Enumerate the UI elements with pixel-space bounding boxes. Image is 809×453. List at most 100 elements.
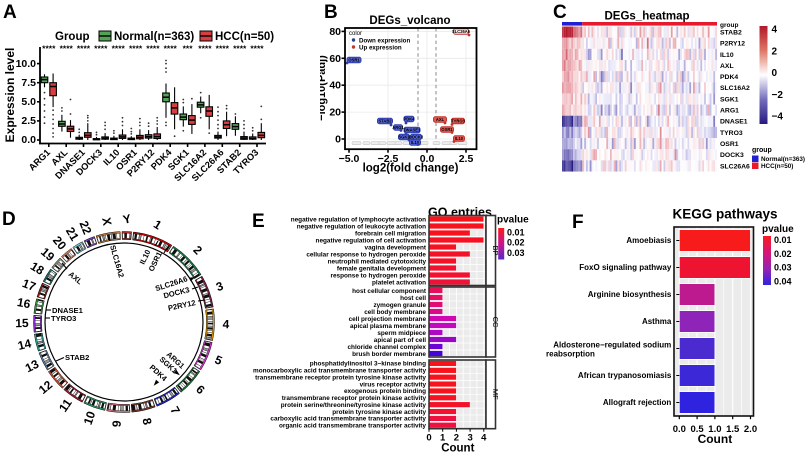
- svg-text:****: ****: [233, 44, 247, 54]
- svg-text:Count: Count: [441, 443, 474, 453]
- svg-text:ARG1: ARG1: [392, 125, 404, 130]
- svg-text:Normal(n=363): Normal(n=363): [114, 31, 194, 43]
- svg-text:0.04: 0.04: [774, 276, 792, 286]
- svg-text:IL10: IL10: [720, 52, 734, 59]
- svg-text:18: 18: [28, 259, 47, 278]
- svg-text:zymogen granule: zymogen granule: [373, 302, 426, 309]
- svg-text:apical plasma membrane: apical plasma membrane: [350, 323, 426, 330]
- svg-text:****: ****: [60, 44, 74, 54]
- svg-text:0.01: 0.01: [507, 228, 525, 238]
- svg-text:FoxO signaling pathway: FoxO signaling pathway: [579, 263, 672, 272]
- svg-text:Down expression: Down expression: [359, 38, 410, 45]
- svg-text:virus receptor activity: virus receptor activity: [360, 381, 427, 388]
- svg-text:6: 6: [193, 382, 208, 397]
- svg-text:5: 5: [213, 352, 225, 368]
- svg-text:****: ****: [250, 44, 264, 54]
- svg-text:SLC26A6: SLC26A6: [452, 29, 471, 34]
- svg-text:13: 13: [23, 357, 41, 376]
- svg-text:group: group: [752, 147, 772, 154]
- svg-text:7: 7: [167, 404, 183, 417]
- svg-text:****: ****: [94, 44, 108, 54]
- svg-text:****: ****: [42, 44, 56, 54]
- svg-text:0.02: 0.02: [507, 238, 525, 248]
- svg-text:8: 8: [139, 417, 154, 427]
- svg-text:0.5: 0.5: [690, 424, 704, 435]
- svg-text:TYRO3: TYRO3: [451, 119, 465, 124]
- svg-text:color: color: [349, 31, 362, 37]
- svg-text:1.5: 1.5: [726, 424, 740, 435]
- svg-text:organic acid transmembrane tra: organic acid transmembrane transporter a…: [279, 423, 426, 430]
- svg-text:40: 40: [329, 80, 341, 92]
- svg-text:carboxylic acid transmembrane: carboxylic acid transmembrane transporte…: [270, 416, 426, 423]
- svg-text:−4: −4: [772, 112, 784, 123]
- svg-text:7.5: 7.5: [21, 77, 36, 89]
- svg-text:1: 1: [151, 217, 164, 233]
- svg-text:−5.0: −5.0: [339, 153, 360, 165]
- svg-text:10.0: 10.0: [16, 58, 37, 70]
- svg-text:brush border membrane: brush border membrane: [352, 351, 426, 358]
- svg-text:pvalue: pvalue: [497, 215, 529, 226]
- svg-text:host cell: host cell: [400, 295, 426, 302]
- svg-text:monocarboxylic acid transmembr: monocarboxylic acid transmembrane transp…: [253, 368, 426, 375]
- svg-text:0: 0: [426, 433, 431, 444]
- svg-text:0.03: 0.03: [774, 263, 792, 273]
- svg-text:AXL: AXL: [436, 117, 445, 122]
- svg-text:2.5: 2.5: [459, 153, 474, 165]
- svg-text:0.0: 0.0: [673, 424, 686, 435]
- svg-text:group: group: [720, 22, 738, 29]
- svg-text:−log10(Padj): −log10(Padj): [320, 55, 328, 121]
- svg-text:TYRO3: TYRO3: [51, 314, 76, 323]
- svg-text:negative regulation of cell ac: negative regulation of cell activation: [316, 237, 427, 244]
- svg-text:1.0: 1.0: [708, 424, 721, 435]
- svg-text:−2: −2: [772, 90, 784, 101]
- svg-text:Asthma: Asthma: [642, 317, 672, 326]
- svg-text:****: ****: [146, 44, 160, 54]
- svg-text:0.02: 0.02: [774, 249, 792, 259]
- svg-text:protein tyrosine kinase activi: protein tyrosine kinase activity: [332, 409, 426, 416]
- svg-text:STAB2: STAB2: [720, 30, 742, 37]
- svg-text:PDK4: PDK4: [404, 117, 416, 122]
- svg-text:X: X: [99, 216, 114, 226]
- svg-text:host cellular component: host cellular component: [352, 288, 427, 295]
- svg-text:2: 2: [454, 433, 459, 444]
- svg-text:SLC26A6: SLC26A6: [720, 163, 750, 170]
- svg-text:phosphatidylinositol 3−kinase: phosphatidylinositol 3−kinase binding: [310, 361, 426, 368]
- svg-text:HCC(n=50): HCC(n=50): [215, 31, 274, 43]
- svg-text:E: E: [252, 211, 265, 232]
- svg-text:sperm midpiece: sperm midpiece: [377, 330, 426, 337]
- svg-text:5.0: 5.0: [21, 96, 36, 108]
- svg-text:DNASE1: DNASE1: [52, 306, 84, 315]
- svg-text:****: ****: [198, 44, 212, 54]
- svg-text:****: ****: [216, 44, 230, 54]
- svg-text:cell body membrane: cell body membrane: [364, 309, 426, 316]
- svg-text:cell projection membrane: cell projection membrane: [349, 316, 427, 323]
- svg-text:AXL: AXL: [67, 270, 85, 287]
- svg-text:12: 12: [36, 377, 55, 397]
- svg-text:0.0: 0.0: [21, 134, 36, 146]
- svg-text:chloride channel complex: chloride channel complex: [348, 344, 427, 351]
- svg-text:0.01: 0.01: [774, 235, 792, 245]
- svg-text:****: ****: [112, 44, 126, 54]
- svg-text:TYRO3: TYRO3: [720, 130, 743, 137]
- svg-text:4: 4: [222, 317, 229, 331]
- svg-text:SGK1: SGK1: [398, 135, 410, 140]
- svg-text:IL10: IL10: [455, 136, 464, 141]
- svg-text:80: 80: [329, 26, 341, 38]
- svg-text:0: 0: [772, 68, 778, 79]
- svg-text:2: 2: [772, 46, 778, 57]
- svg-text:F: F: [572, 212, 584, 233]
- svg-text:PDK4: PDK4: [720, 74, 738, 81]
- svg-text:11: 11: [56, 396, 75, 415]
- svg-text:neutrophil mediated cytotoxici: neutrophil mediated cytotoxicity: [328, 258, 427, 265]
- svg-text:17: 17: [20, 276, 38, 294]
- svg-text:IL10: IL10: [411, 140, 420, 145]
- svg-text:negative regulation of leukocy: negative regulation of leukocyte activat…: [297, 223, 426, 230]
- svg-text:P2RY12: P2RY12: [167, 298, 196, 313]
- svg-text:****: ****: [129, 44, 143, 54]
- svg-text:0: 0: [335, 134, 341, 146]
- svg-text:Allograft rejection: Allograft rejection: [603, 398, 672, 407]
- svg-text:Aldosterone−regulated sodium: Aldosterone−regulated sodium: [553, 341, 671, 350]
- svg-text:SLC16A2: SLC16A2: [720, 85, 750, 92]
- svg-text:OSR1: OSR1: [720, 141, 739, 148]
- svg-text:transmembrane receptor protein: transmembrane receptor protein kinase ac…: [282, 395, 427, 402]
